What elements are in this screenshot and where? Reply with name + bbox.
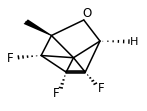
Text: F: F <box>53 87 60 100</box>
Polygon shape <box>24 19 52 36</box>
Text: O: O <box>83 7 92 20</box>
Text: F: F <box>97 82 104 95</box>
Text: F: F <box>7 52 13 65</box>
Text: H: H <box>130 37 139 47</box>
